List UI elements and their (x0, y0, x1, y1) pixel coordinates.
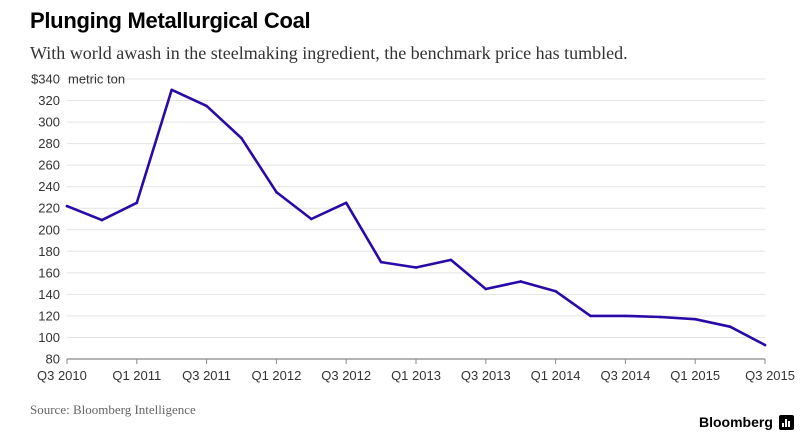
x-tick-label: Q1 2012 (251, 368, 301, 383)
data-point (170, 88, 173, 92)
data-point (310, 217, 313, 221)
x-tick-label: Q3 2014 (600, 368, 650, 383)
y-tick-label: $340 (31, 72, 60, 87)
data-point (65, 204, 69, 208)
x-tick-label: Q1 2014 (531, 368, 581, 383)
x-tick-label: Q3 2013 (461, 368, 511, 383)
y-tick-label: 160 (38, 265, 60, 280)
chart-title: Plunging Metallurgical Coal (30, 8, 311, 33)
data-point (484, 287, 488, 291)
data-point (205, 104, 208, 108)
series-points (65, 88, 767, 347)
y-tick-label: 260 (38, 158, 60, 173)
data-point (275, 190, 278, 194)
y-tick-label: 120 (38, 308, 60, 323)
x-axis-ticks: Q3 2010 Q1 2011 Q3 2011 Q1 2012 Q3 2012 Q1 20… (37, 359, 795, 383)
y-tick-label: 320 (38, 93, 60, 108)
x-tick-label: Q1 2011 (112, 368, 161, 383)
y-tick-label: 100 (38, 330, 60, 345)
data-point (344, 201, 348, 205)
x-tick-label: Q3 2010 (37, 368, 87, 383)
y-tick-label: 240 (38, 179, 60, 194)
y-axis-ticks: 80 100 120 140 160 180 200 220 240 260 280 300 320 $3… (31, 72, 60, 367)
data-point (519, 280, 522, 283)
data-point (693, 317, 697, 321)
x-tick-label: Q3 2015 (745, 368, 795, 383)
y-tick-label: 300 (38, 115, 60, 130)
price-series-line (65, 88, 767, 347)
data-point (449, 258, 453, 262)
data-point (589, 314, 592, 318)
data-point (379, 260, 383, 264)
y-tick-label: 180 (38, 244, 60, 259)
data-point (414, 266, 418, 269)
y-tick-label: 80 (46, 352, 60, 367)
y-tick-label: 220 (38, 201, 60, 216)
data-point (100, 218, 104, 222)
chart-subtitle: With world awash in the steelmaking ingr… (30, 43, 628, 63)
data-point (240, 136, 243, 140)
x-tick-label: Q1 2013 (391, 368, 441, 383)
y-tick-label: 200 (38, 222, 60, 237)
data-point (659, 315, 662, 319)
source-note: Source: Bloomberg Intelligence (30, 402, 196, 417)
data-point (763, 343, 767, 347)
data-point (728, 325, 732, 328)
bloomberg-icon (779, 415, 794, 430)
data-point (624, 314, 627, 318)
brand-logo: Bloomberg (699, 414, 773, 430)
x-tick-label: Q3 2012 (321, 368, 371, 383)
y-axis-label: metric ton (68, 72, 125, 87)
x-tick-label: Q3 2011 (182, 368, 231, 383)
y-tick-label: 140 (38, 287, 60, 302)
y-tick-label: 280 (38, 136, 60, 151)
line-chart: 80 100 120 140 160 180 200 220 240 260 280 300 320 $3… (31, 72, 795, 384)
data-point (554, 289, 557, 293)
x-tick-label: Q1 2015 (670, 368, 720, 383)
data-point (135, 201, 139, 205)
